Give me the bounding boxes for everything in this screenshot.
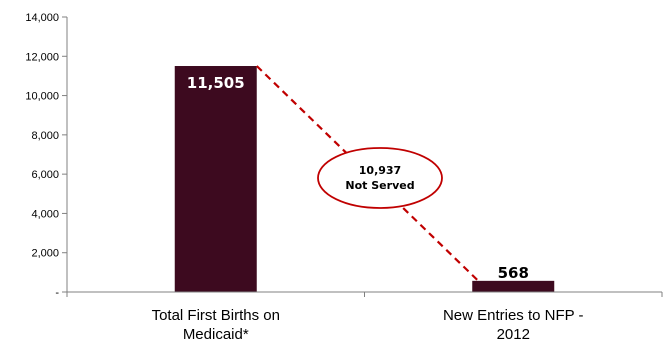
y-tick-label: 10,000 <box>25 91 59 103</box>
bar <box>174 66 257 292</box>
y-tick-label: - <box>55 287 59 299</box>
y-tick-label: 4,000 <box>31 208 59 220</box>
y-tick-label: 8,000 <box>31 130 59 142</box>
bars: 11,505 568 <box>174 66 555 292</box>
dashed-connector-line <box>255 65 480 282</box>
callout-ellipse <box>317 147 443 209</box>
bar <box>472 280 555 292</box>
bar-data-label: 11,505 <box>187 74 245 92</box>
x-axis: Total First Births on Medicaid* New Entrie… <box>66 291 663 343</box>
not-served-annotation: 10,937 Not Served <box>255 65 480 282</box>
x-category-label: Total First Births on Medicaid* <box>152 307 280 343</box>
y-tick-label: 14,000 <box>25 12 59 24</box>
y-tick-label: 2,000 <box>31 248 59 260</box>
callout-text: 10,937 Not Served <box>345 164 414 192</box>
y-axis: - 2,000 4,000 6,000 8,000 10,000 12,000 14,000 <box>25 12 68 299</box>
y-tick-label: 6,000 <box>31 169 59 181</box>
y-tick-label: 12,000 <box>25 51 59 63</box>
bar-data-label: 568 <box>498 264 529 282</box>
x-category-label: New Entries to NFP -2012 <box>443 307 584 343</box>
